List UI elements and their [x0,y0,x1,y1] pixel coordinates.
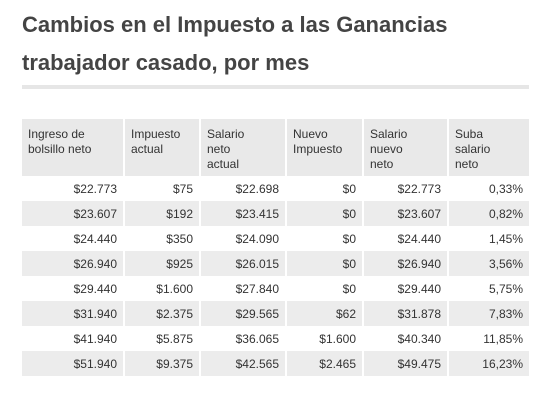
cell-ingreso: $29.440 [22,276,125,301]
table-row: $22.773 $75 $22.698 $0 $22.773 0,33% [22,176,529,201]
table-row: $23.607 $192 $23.415 $0 $23.607 0,82% [22,201,529,226]
tax-table: Ingreso de bolsillo neto Impuesto actual… [22,119,529,376]
title-line-1: Cambios en el Impuesto a las Ganancias [22,12,448,37]
cell-salario-nuevo-neto: $24.440 [363,226,449,251]
cell-suba: 5,75% [488,281,523,296]
page-title: Cambios en el Impuesto a las Ganancias t… [22,6,532,82]
cell-salario-neto-actual: $42.565 [200,351,287,376]
col-header-ingreso: Ingreso de bolsillo neto [22,119,125,176]
cell-impuesto-actual: $192 [124,201,201,226]
cell-suba: 3,56% [448,251,529,276]
cell-nuevo-impuesto: $2.465 [286,351,364,376]
cell-impuesto-actual: $9.375 [124,351,201,376]
table-row: $51.940 $9.375 $42.565 $2.465 $49.475 16… [22,351,529,376]
cell-nuevo-impuesto: $1.600 [286,326,364,351]
cell-suba: 7,83% [448,301,529,326]
col-header-impuesto-actual: Impuesto actual [124,119,201,176]
cell-suba: 0,82% [448,201,529,226]
cell-ingreso: $26.940 [22,251,125,276]
cell-impuesto-actual: $350 [124,226,201,251]
cell-salario-neto-actual: $24.090 [200,226,287,251]
cell-salario-nuevo-neto: $40.340 [363,326,449,351]
cell-salario-nuevo-neto: $23.607 [363,201,449,226]
table-row: $31.940 $2.375 $29.565 $62 $31.878 7,83% [22,301,529,326]
cell-salario-nuevo-neto: $22.773 [363,176,449,201]
cell-impuesto-actual: $2.375 [124,301,201,326]
title-line-2: trabajador casado, por mes [22,50,310,75]
cell-nuevo-impuesto: $0 [286,276,364,301]
cell-ingreso: $41.940 [22,326,125,351]
cell-nuevo-impuesto: $62 [286,301,364,326]
cell-suba: 0,33% [488,181,523,196]
cell-impuesto-actual: $75 [124,176,201,201]
cell-salario-neto-actual: $27.840 [200,276,287,301]
cell-salario-nuevo-neto: $29.440 [363,276,449,301]
cell-salario-neto-actual: $23.415 [200,201,287,226]
col-header-salario-neto-actual: Salario neto actual [200,119,287,176]
table-header-row: Ingreso de bolsillo neto Impuesto actual… [22,119,529,176]
cell-salario-neto-actual: $36.065 [200,326,287,351]
cell-salario-nuevo-neto: $49.475 [363,351,449,376]
table-row: $26.940 $925 $26.015 $0 $26.940 3,56% [22,251,529,276]
cell-impuesto-actual: $925 [124,251,201,276]
cell-salario-nuevo-neto: $31.878 [363,301,449,326]
cell-ingreso: $22.773 [22,176,125,201]
cell-suba: 16,23% [448,351,529,376]
cell-salario-neto-actual: $26.015 [200,251,287,276]
cell-salario-nuevo-neto: $26.940 [363,251,449,276]
cell-salario-neto-actual: $29.565 [200,301,287,326]
cell-suba: 1,45% [488,231,523,246]
cell-ingreso: $31.940 [22,301,125,326]
cell-nuevo-impuesto: $0 [286,251,364,276]
table-row: $41.940 $5.875 $36.065 $1.600 $40.340 11… [22,326,529,351]
cell-ingreso: $23.607 [22,201,125,226]
table-row: $29.440 $1.600 $27.840 $0 $29.440 5,75% [22,276,529,301]
cell-nuevo-impuesto: $0 [286,176,364,201]
cell-salario-neto-actual: $22.698 [200,176,287,201]
cell-impuesto-actual: $1.600 [124,276,201,301]
cell-nuevo-impuesto: $0 [286,201,364,226]
cell-impuesto-actual: $5.875 [124,326,201,351]
table-row: $24.440 $350 $24.090 $0 $24.440 1,45% [22,226,529,251]
cell-ingreso: $24.440 [22,226,125,251]
title-divider [22,85,529,89]
cell-suba: 11,85% [483,331,523,346]
cell-nuevo-impuesto: $0 [286,226,364,251]
col-header-nuevo-impuesto: Nuevo Impuesto [286,119,364,176]
cell-ingreso: $51.940 [22,351,125,376]
col-header-suba-salario-neto: Suba salario neto [448,119,529,176]
col-header-salario-nuevo-neto: Salario nuevo neto [363,119,449,176]
